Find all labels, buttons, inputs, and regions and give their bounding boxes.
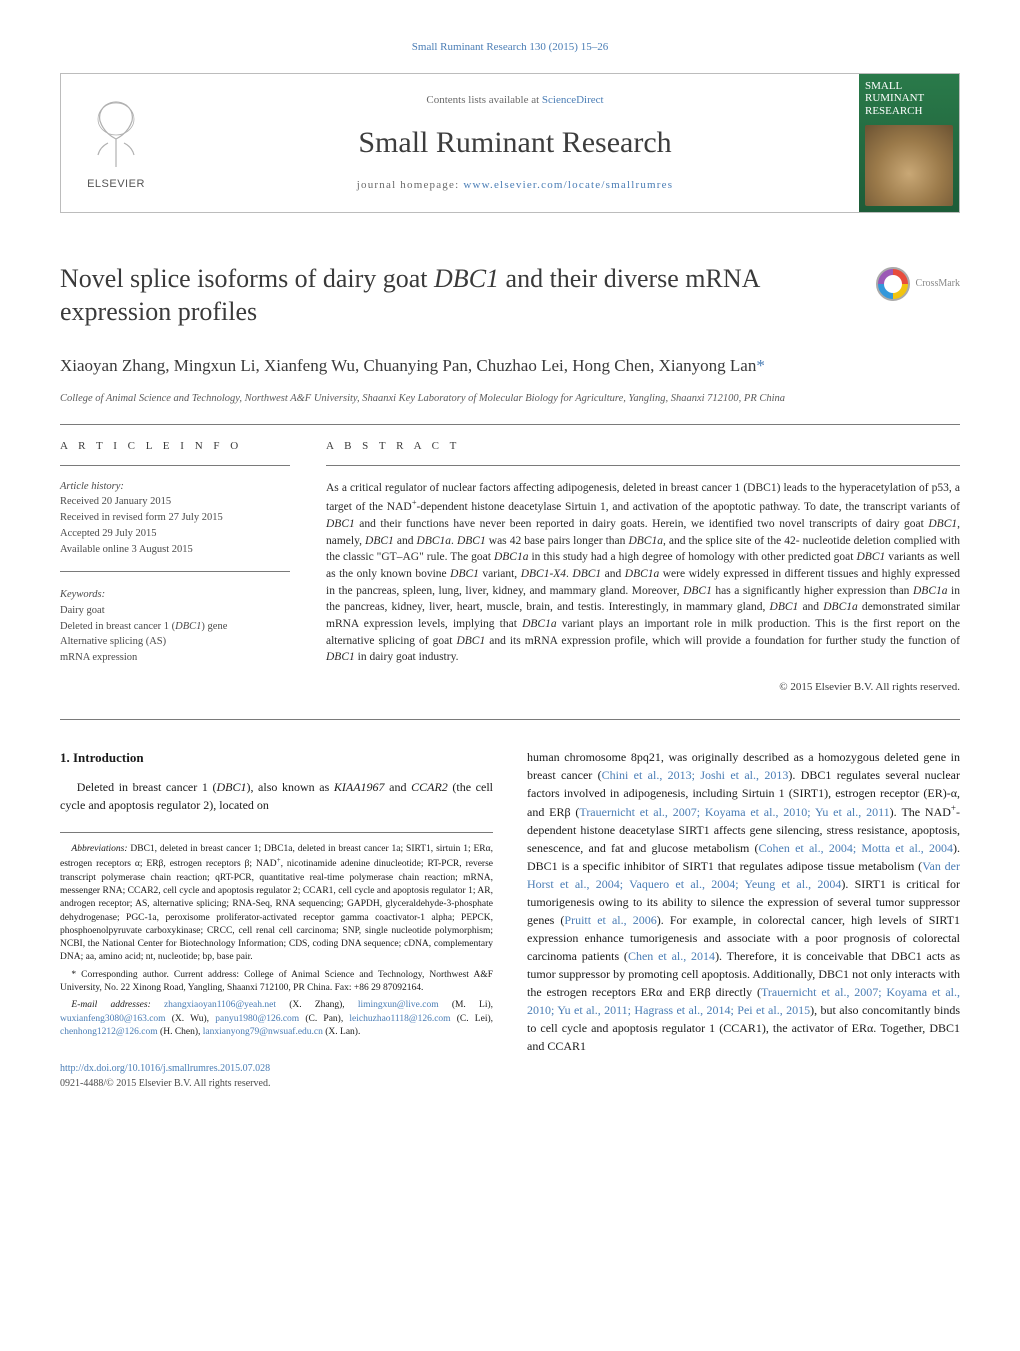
footnotes-block: Abbreviations: DBC1, deleted in breast c… <box>60 832 493 1039</box>
abstract-text: As a critical regulator of nuclear facto… <box>326 480 960 666</box>
journal-homepage-line: journal homepage: www.elsevier.com/locat… <box>357 178 673 193</box>
article-info-label: A R T I C L E I N F O <box>60 439 290 454</box>
intro-heading: 1. Introduction <box>60 748 493 768</box>
abbreviations: Abbreviations: DBC1, deleted in breast c… <box>60 843 493 965</box>
divider <box>60 719 960 720</box>
history-received: Received 20 January 2015 <box>60 495 290 510</box>
abstract-copyright: © 2015 Elsevier B.V. All rights reserved… <box>326 680 960 695</box>
email-addresses: E-mail addresses: zhangxiaoyan1106@yeah.… <box>60 999 493 1039</box>
keyword: Deleted in breast cancer 1 (DBC1) gene <box>60 620 290 635</box>
cover-image-icon <box>865 125 953 207</box>
contents-prefix: Contents lists available at <box>426 94 541 106</box>
divider <box>60 424 960 425</box>
journal-homepage-link[interactable]: www.elsevier.com/locate/smallrumres <box>463 179 673 191</box>
sciencedirect-link[interactable]: ScienceDirect <box>542 94 604 106</box>
journal-header: ELSEVIER Contents lists available at Sci… <box>60 73 960 213</box>
history-online: Available online 3 August 2015 <box>60 543 290 558</box>
running-head: Small Ruminant Research 130 (2015) 15–26 <box>60 40 960 55</box>
doi-link[interactable]: http://dx.doi.org/10.1016/j.smallrumres.… <box>60 1063 270 1074</box>
right-column: human chromosome 8pq21, was originally d… <box>527 748 960 1091</box>
history-label: Article history: <box>60 480 290 495</box>
crossmark-icon <box>876 267 910 301</box>
title-prefix: Novel splice isoforms of dairy goat <box>60 264 434 293</box>
corresponding-mark: * <box>756 356 765 375</box>
intro-left-para: Deleted in breast cancer 1 (DBC1), also … <box>60 778 493 814</box>
issn-copyright: 0921-4488/© 2015 Elsevier B.V. All right… <box>60 1078 270 1089</box>
abbrev-body: DBC1, deleted in breast cancer 1; DBC1a,… <box>60 844 493 963</box>
abbrev-label: Abbreviations: <box>71 844 127 854</box>
abstract-label: A B S T R A C T <box>326 439 960 454</box>
elsevier-logo: ELSEVIER <box>61 74 171 212</box>
affiliation: College of Animal Science and Technology… <box>60 392 960 406</box>
article-title: Novel splice isoforms of dairy goat DBC1… <box>60 263 960 328</box>
authors-list: Xiaoyan Zhang, Mingxun Li, Xianfeng Wu, … <box>60 354 960 378</box>
email-label: E-mail addresses: <box>71 1000 150 1010</box>
journal-cover-thumbnail: SMALL RUMINANT RESEARCH <box>859 74 959 212</box>
divider <box>326 465 960 466</box>
homepage-prefix: journal homepage: <box>357 179 464 191</box>
journal-title: Small Ruminant Research <box>358 122 671 164</box>
contents-available-line: Contents lists available at ScienceDirec… <box>426 93 603 108</box>
header-center: Contents lists available at ScienceDirec… <box>171 74 859 212</box>
cover-title: SMALL RUMINANT RESEARCH <box>865 80 953 116</box>
elsevier-brand-text: ELSEVIER <box>87 177 145 192</box>
intro-right-para: human chromosome 8pq21, was originally d… <box>527 748 960 1055</box>
title-gene: DBC1 <box>434 264 499 293</box>
left-column: 1. Introduction Deleted in breast cancer… <box>60 748 493 1091</box>
elsevier-tree-icon <box>81 95 151 173</box>
keyword: mRNA expression <box>60 651 290 666</box>
keywords-label: Keywords: <box>60 588 290 603</box>
keywords-list: Dairy goat Deleted in breast cancer 1 (D… <box>60 604 290 666</box>
history-revised: Received in revised form 27 July 2015 <box>60 511 290 526</box>
history-accepted: Accepted 29 July 2015 <box>60 527 290 542</box>
divider <box>60 571 290 572</box>
crossmark-label: CrossMark <box>916 277 960 291</box>
keyword: Dairy goat <box>60 604 290 619</box>
crossmark-widget[interactable]: CrossMark <box>876 267 960 301</box>
corresponding-author: * Corresponding author. Current address:… <box>60 969 493 996</box>
article-info-block: A R T I C L E I N F O Article history: R… <box>60 439 290 695</box>
divider <box>60 465 290 466</box>
abstract-block: A B S T R A C T As a critical regulator … <box>326 439 960 695</box>
authors-names: Xiaoyan Zhang, Mingxun Li, Xianfeng Wu, … <box>60 356 756 375</box>
keyword: Alternative splicing (AS) <box>60 635 290 650</box>
doi-block: http://dx.doi.org/10.1016/j.smallrumres.… <box>60 1061 493 1091</box>
